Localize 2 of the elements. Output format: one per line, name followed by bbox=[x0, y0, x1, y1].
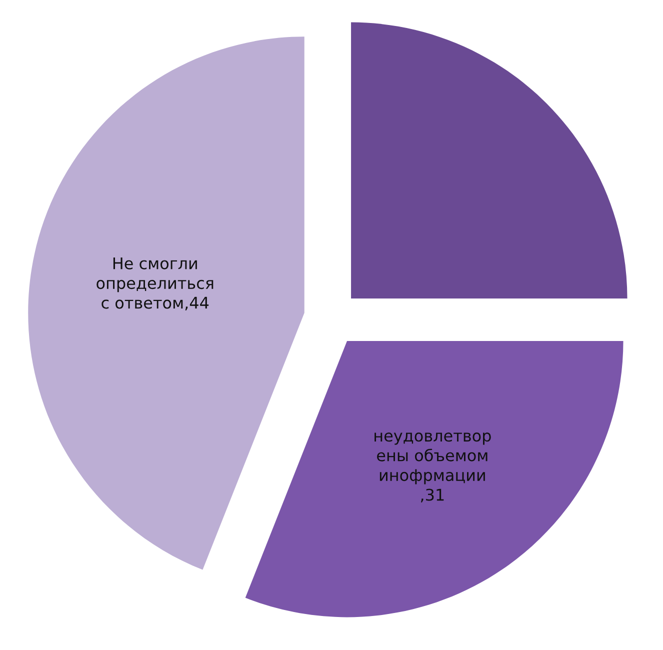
slice-label: Не смогли определиться с ответом,44 bbox=[96, 258, 214, 310]
slice-label: неудовлетвор ены объемом инофрмации ,31 bbox=[374, 432, 491, 502]
